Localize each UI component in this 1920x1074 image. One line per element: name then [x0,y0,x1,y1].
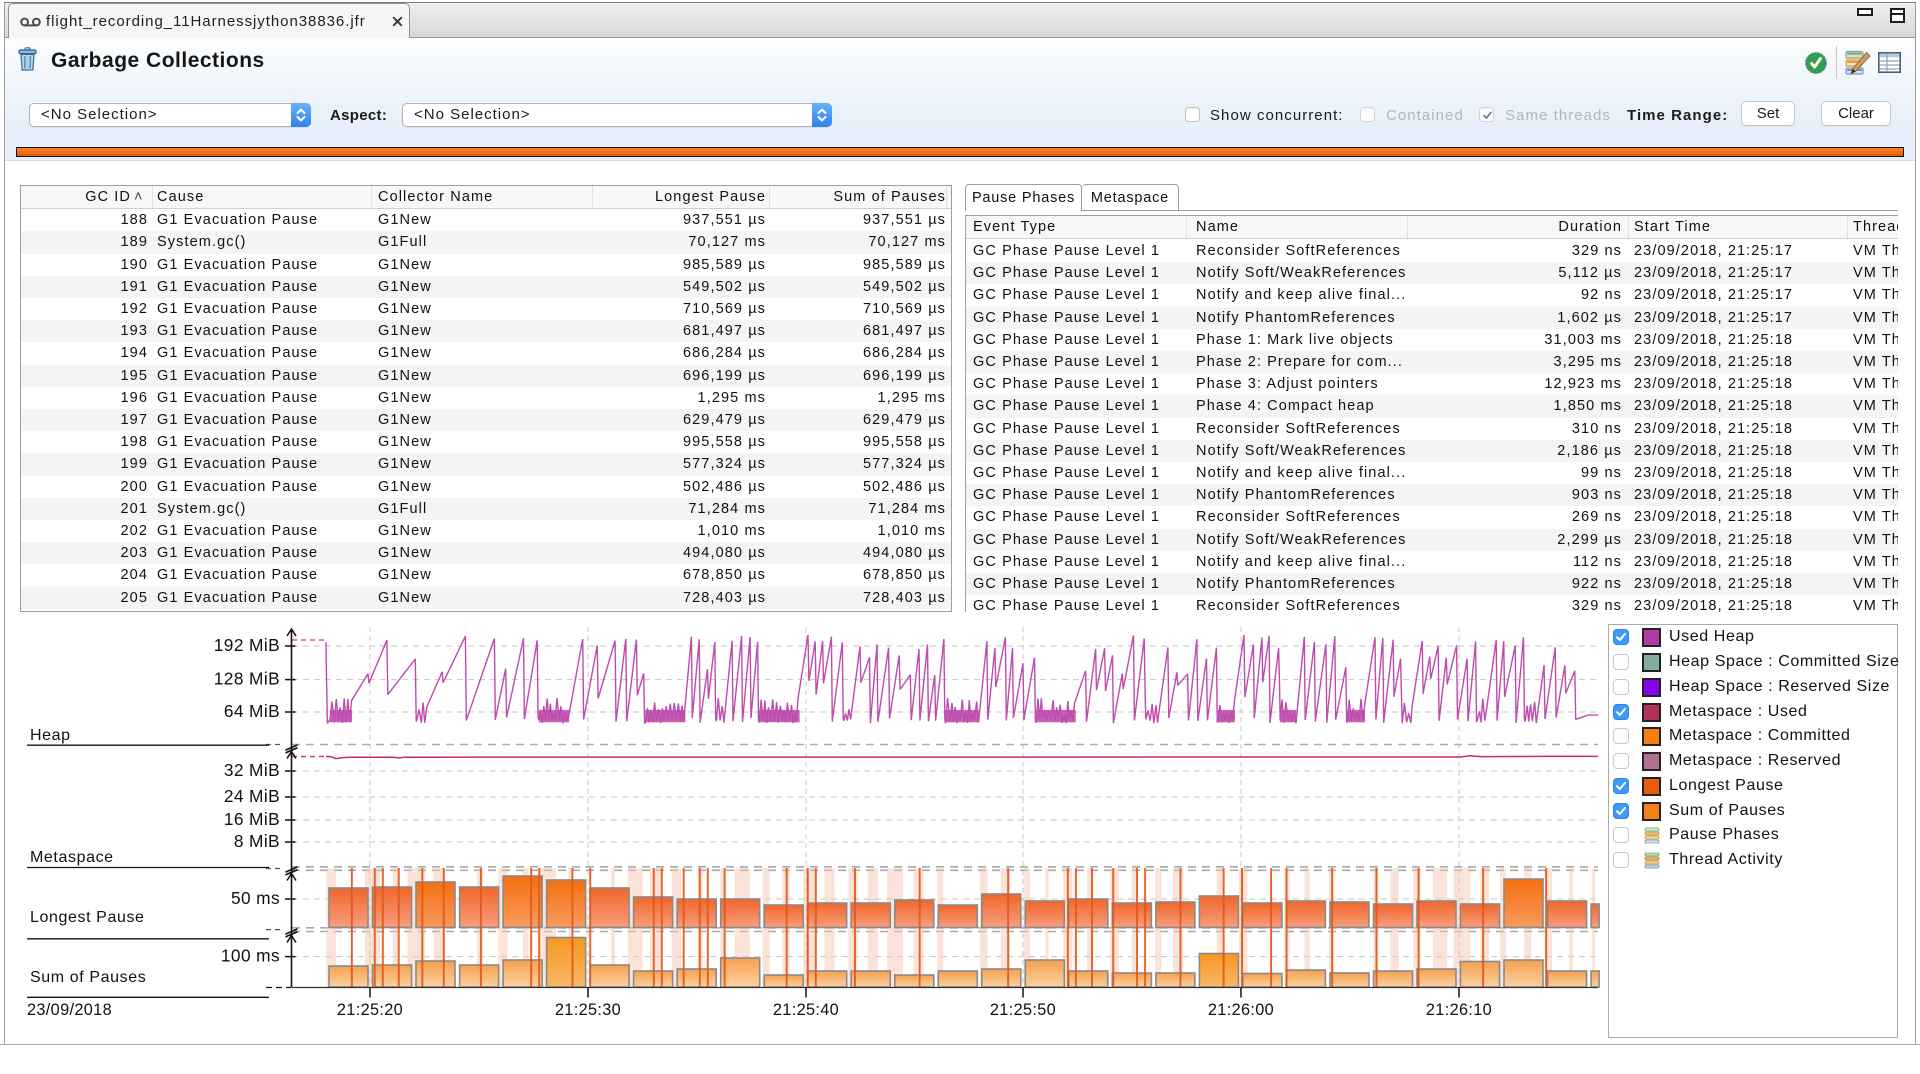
svg-text:Sum of Pauses: Sum of Pauses [30,969,146,986]
svg-text:32 MiB: 32 MiB [224,760,280,780]
svg-text:24 MiB: 24 MiB [224,786,280,806]
svg-text:8 MiB: 8 MiB [234,831,280,851]
svg-text:21:25:30: 21:25:30 [555,1001,621,1019]
svg-text:192 MiB: 192 MiB [214,635,280,655]
svg-text:50 ms: 50 ms [231,888,280,908]
svg-text:23/09/2018: 23/09/2018 [27,1001,112,1019]
svg-text:21:26:10: 21:26:10 [1426,1001,1492,1019]
svg-text:128 MiB: 128 MiB [214,669,280,689]
svg-text:Longest Pause: Longest Pause [30,909,145,926]
svg-text:16 MiB: 16 MiB [224,809,280,829]
svg-text:Metaspace: Metaspace [30,849,114,866]
svg-text:Heap: Heap [30,727,71,744]
svg-text:64 MiB: 64 MiB [224,701,280,721]
svg-text:21:25:50: 21:25:50 [990,1001,1056,1019]
svg-text:100 ms: 100 ms [221,946,280,966]
svg-text:21:26:00: 21:26:00 [1208,1001,1274,1019]
svg-text:21:25:20: 21:25:20 [337,1001,403,1019]
svg-text:21:25:40: 21:25:40 [773,1001,839,1019]
